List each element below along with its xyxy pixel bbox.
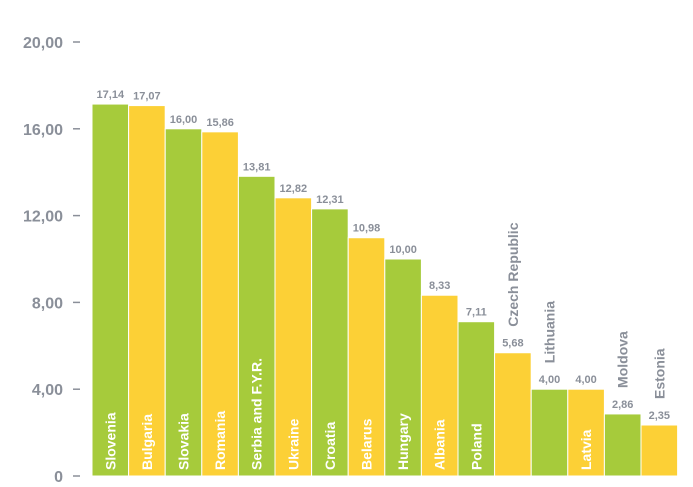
bar [530,388,569,477]
bar [603,413,642,477]
bars [91,103,679,477]
category-label: Slovakia [176,413,192,470]
bar-value-label: 13,81 [243,161,271,173]
bar [420,294,459,477]
y-tick-label: 12,00 [23,209,63,226]
y-axis: 0 4,00 8,00 12,00 16,00 20,00 [23,35,80,486]
category-label: Croatia [322,422,338,470]
category-label: Latvia [578,429,594,470]
bar-value-label: 12,82 [280,183,308,195]
bar [567,388,605,477]
bar-value-label: 12,31 [316,194,344,206]
category-label: Moldova [615,331,631,388]
bar-value-label: 7,11 [466,307,487,319]
category-label: Romania [212,411,228,470]
category-label: Serbia and F.Y.R. [249,358,265,470]
bar-value-label: 17,14 [97,89,125,101]
value-labels: 17,14 17,07 16,00 15,86 13,81 12,82 12,31 10,98… [97,89,670,422]
bar-value-label: 4,00 [539,374,560,386]
bar-value-label: 16,00 [170,114,198,126]
bar-value-label: 10,98 [353,223,381,235]
category-labels: Slovenia Bulgaria Slovakia Romania Serbia an… [102,222,667,470]
bar [384,258,422,477]
bar-value-label: 2,86 [612,399,633,411]
bar [347,237,386,477]
bar-value-label: 4,00 [575,374,596,386]
category-label: Belarus [359,418,375,470]
y-tick-label: 4,00 [32,382,63,399]
bar-value-label: 2,35 [649,410,670,422]
y-tick-label: 8,00 [32,295,63,312]
category-label: Albania [432,419,448,470]
bar-value-label: 8,33 [429,280,450,292]
category-label: Ukraine [285,418,301,470]
bar-value-label: 17,07 [133,91,161,103]
category-label: Hungary [395,413,411,470]
bar [274,197,313,477]
category-label: Slovenia [102,412,118,470]
bar [201,131,239,477]
y-tick-label: 16,00 [23,122,63,139]
y-tick-label: 0 [54,469,63,486]
bar-value-label: 5,68 [502,338,523,350]
bar-value-label: 10,00 [389,244,417,256]
bar [494,352,532,477]
bar [457,321,496,477]
bar-value-label: 15,86 [206,117,234,129]
bar [91,103,130,477]
bar [311,208,349,477]
category-label: Lithuania [542,301,558,363]
y-tick-label: 20,00 [23,35,63,52]
category-label: Estonia [651,348,667,399]
category-label: Bulgaria [139,414,155,470]
category-label: Poland [468,423,484,470]
bar [640,424,679,477]
bar [237,175,276,477]
category-label: Czech Republic [505,222,521,326]
